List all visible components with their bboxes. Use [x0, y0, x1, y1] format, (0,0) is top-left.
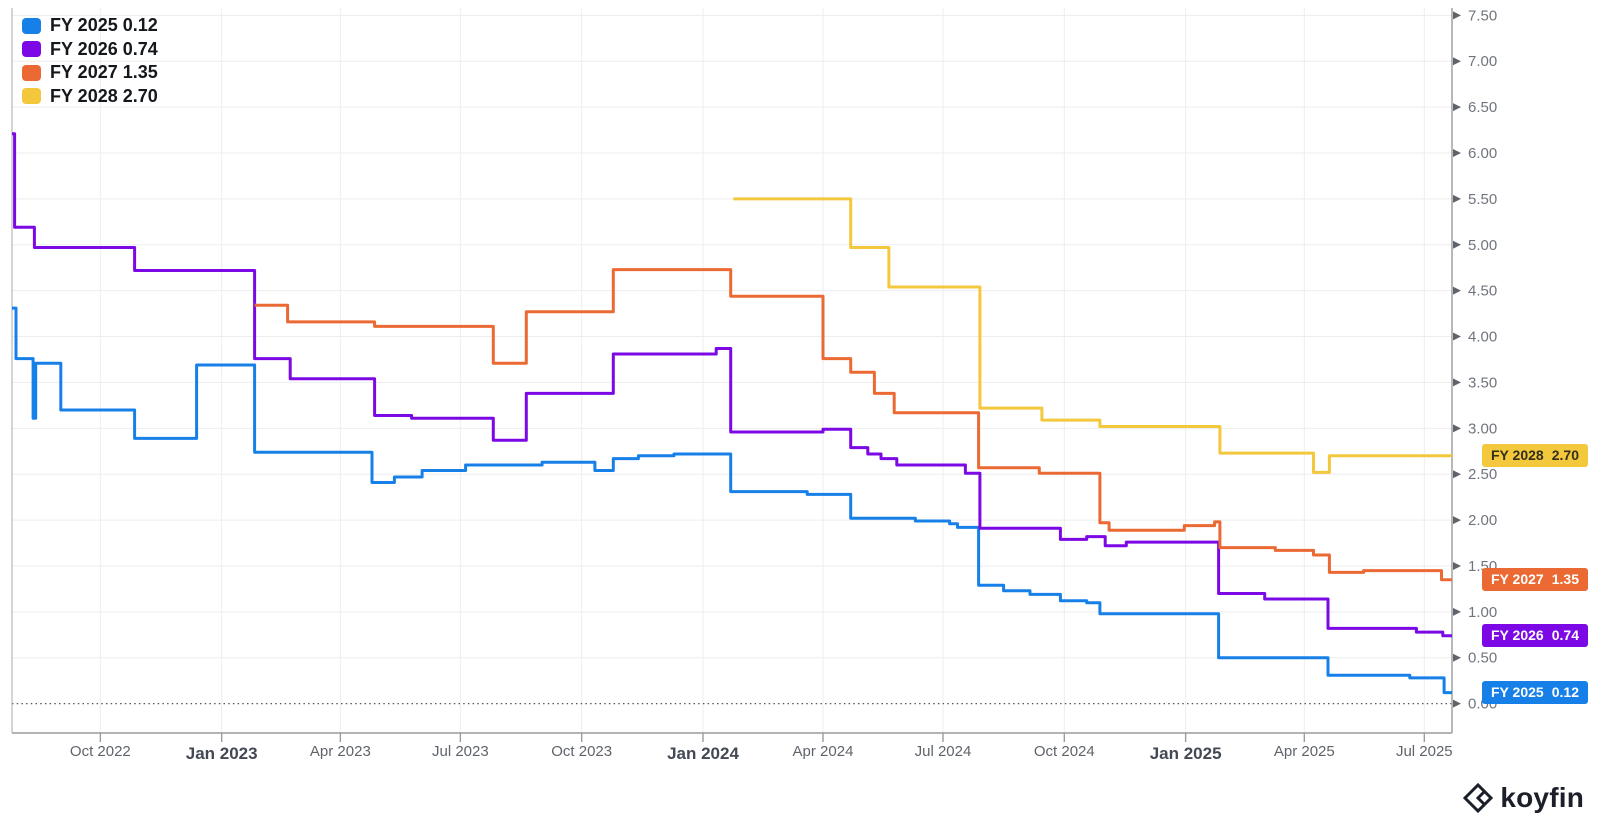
- y-tick-arrow: [1453, 194, 1461, 203]
- x-tick-label: Jul 2024: [915, 743, 972, 760]
- legend-swatch-fy-2027: [22, 64, 41, 81]
- y-tick-arrow: [1453, 332, 1461, 341]
- badge-series-name: FY 2028: [1491, 447, 1544, 464]
- y-tick-label: 6.50: [1468, 99, 1497, 116]
- series-line-fy-2026: [12, 132, 1452, 638]
- y-tick-label: 3.50: [1468, 374, 1497, 391]
- x-tick-label: Apr 2025: [1274, 743, 1335, 760]
- y-tick-arrow: [1453, 149, 1461, 157]
- y-tick-label: 4.50: [1468, 283, 1497, 300]
- legend-swatch-fy-2026: [22, 41, 41, 58]
- y-tick-arrow: [1453, 103, 1461, 112]
- legend-item-fy-2028[interactable]: FY 2028 2.70: [22, 85, 158, 109]
- series-line-fy-2027: [254, 268, 1452, 582]
- y-tick-label: 1.00: [1468, 604, 1497, 621]
- x-tick-label: Oct 2023: [551, 743, 612, 760]
- x-tick-label: Jan 2024: [667, 744, 739, 763]
- legend-label: FY 2026 0.74: [50, 38, 158, 59]
- y-tick-label: 3.00: [1468, 420, 1497, 437]
- y-tick-arrow: [1453, 378, 1461, 387]
- y-tick-arrow: [1453, 516, 1461, 525]
- y-tick-arrow: [1453, 699, 1461, 708]
- last-value-badge-fy-2026: FY 2026 0.74: [1482, 624, 1588, 648]
- y-tick-label: 0.50: [1468, 650, 1497, 667]
- y-tick-arrow: [1453, 561, 1461, 570]
- legend-label: FY 2028 2.70: [50, 85, 158, 106]
- badge-series-value: 2.70: [1551, 447, 1579, 464]
- x-tick-label: Apr 2023: [310, 743, 371, 760]
- x-tick-label: Oct 2022: [70, 743, 131, 760]
- y-tick-arrow: [1453, 57, 1461, 66]
- legend-item-fy-2026[interactable]: FY 2026 0.74: [22, 38, 158, 62]
- y-tick-arrow: [1453, 240, 1461, 249]
- legend-item-fy-2025[interactable]: FY 2025 0.12: [22, 14, 158, 38]
- legend-label: FY 2025 0.12: [50, 15, 158, 36]
- y-tick-label: 4.00: [1468, 329, 1497, 346]
- last-value-badge-fy-2028: FY 2028 2.70: [1482, 444, 1588, 468]
- koyfin-logo-text: koyfin: [1500, 782, 1584, 813]
- legend-label: FY 2027 1.35: [50, 62, 158, 83]
- y-tick-arrow: [1453, 424, 1461, 433]
- y-tick-arrow: [1453, 11, 1461, 20]
- legend-item-fy-2027[interactable]: FY 2027 1.35: [22, 61, 158, 85]
- badge-series-name: FY 2026: [1491, 627, 1544, 644]
- x-tick-label: Apr 2024: [793, 743, 854, 760]
- last-value-badge-fy-2025: FY 2025 0.12: [1482, 681, 1588, 705]
- y-tick-label: 2.50: [1468, 466, 1497, 483]
- x-tick-label: Jan 2023: [186, 744, 258, 763]
- series-line-fy-2025: [12, 306, 1452, 695]
- y-tick-arrow: [1453, 286, 1461, 295]
- y-tick-label: 5.50: [1468, 191, 1497, 208]
- last-value-badge-fy-2027: FY 2027 1.35: [1482, 568, 1588, 592]
- badge-series-name: FY 2025: [1491, 684, 1544, 701]
- badge-series-value: 0.12: [1551, 684, 1579, 701]
- x-tick-label: Jan 2025: [1150, 744, 1222, 763]
- legend-swatch-fy-2028: [22, 88, 41, 105]
- y-tick-label: 6.00: [1468, 145, 1497, 162]
- y-tick-arrow: [1453, 607, 1461, 616]
- koyfin-watermark: koyfin: [1463, 782, 1584, 814]
- legend-swatch-fy-2025: [22, 17, 41, 34]
- badge-series-name: FY 2027: [1491, 571, 1544, 588]
- x-tick-label: Jul 2023: [432, 743, 489, 760]
- y-tick-label: 7.00: [1468, 53, 1497, 70]
- y-tick-label: 7.50: [1468, 7, 1497, 24]
- series-line-fy-2028: [733, 197, 1452, 474]
- x-tick-label: Oct 2024: [1034, 743, 1095, 760]
- y-tick-label: 5.00: [1468, 237, 1497, 254]
- x-tick-label: Jul 2025: [1396, 743, 1453, 760]
- badge-series-value: 1.35: [1551, 571, 1579, 588]
- koyfin-logo-icon: [1463, 783, 1494, 813]
- legend: FY 2025 0.12 FY 2026 0.74 FY 2027 1.35 F…: [22, 14, 158, 108]
- y-tick-label: 2.00: [1468, 512, 1497, 529]
- y-tick-arrow: [1453, 653, 1461, 662]
- badge-series-value: 0.74: [1551, 627, 1579, 644]
- y-tick-arrow: [1453, 470, 1461, 479]
